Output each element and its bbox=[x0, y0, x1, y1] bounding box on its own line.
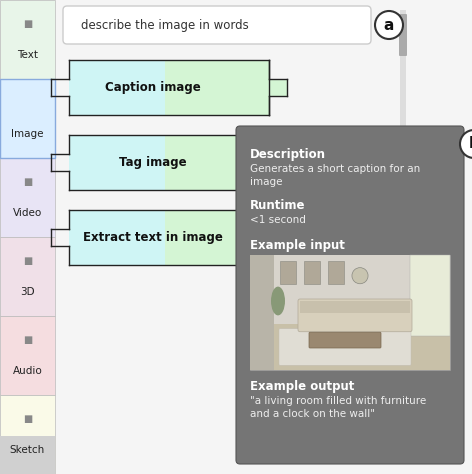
Circle shape bbox=[460, 130, 472, 158]
Text: ■: ■ bbox=[23, 255, 32, 266]
Bar bbox=[69, 135, 165, 190]
Text: Text: Text bbox=[17, 50, 38, 60]
Text: "a living room filled with furniture
and a clock on the wall": "a living room filled with furniture and… bbox=[250, 396, 426, 419]
FancyBboxPatch shape bbox=[399, 14, 407, 56]
FancyBboxPatch shape bbox=[63, 6, 371, 44]
Text: Sketch: Sketch bbox=[10, 445, 45, 456]
Text: Example input: Example input bbox=[250, 239, 345, 252]
Text: ■: ■ bbox=[23, 414, 32, 424]
Bar bbox=[250, 324, 450, 370]
Bar bbox=[0, 237, 55, 316]
Bar bbox=[0, 79, 55, 158]
FancyBboxPatch shape bbox=[279, 329, 411, 365]
FancyBboxPatch shape bbox=[250, 255, 450, 370]
Bar bbox=[0, 316, 55, 395]
Text: Description: Description bbox=[250, 148, 326, 161]
Bar bbox=[269, 154, 287, 171]
Text: Image: Image bbox=[11, 129, 44, 139]
FancyBboxPatch shape bbox=[309, 332, 381, 348]
Text: Generates a short caption for an
image: Generates a short caption for an image bbox=[250, 164, 420, 187]
Bar bbox=[69, 210, 165, 265]
Bar bbox=[400, 10, 406, 464]
Bar bbox=[250, 255, 274, 370]
Text: <1 second: <1 second bbox=[250, 215, 306, 225]
Ellipse shape bbox=[271, 287, 285, 315]
Circle shape bbox=[352, 268, 368, 284]
Text: Video: Video bbox=[13, 208, 42, 219]
Bar bbox=[410, 255, 450, 336]
Bar bbox=[69, 60, 165, 115]
Bar bbox=[165, 210, 269, 265]
Text: b: b bbox=[469, 137, 472, 152]
Bar bbox=[0, 0, 55, 79]
Bar bbox=[304, 261, 320, 284]
FancyBboxPatch shape bbox=[236, 126, 464, 464]
Bar bbox=[55, 0, 472, 474]
Bar bbox=[0, 158, 55, 237]
Bar bbox=[0, 79, 55, 158]
Text: describe the image in words: describe the image in words bbox=[81, 18, 249, 31]
Bar bbox=[0, 395, 55, 474]
Bar bbox=[165, 135, 269, 190]
Text: ☞: ☞ bbox=[258, 123, 270, 137]
Text: Image: Image bbox=[11, 129, 44, 139]
Text: Example output: Example output bbox=[250, 380, 354, 393]
Text: ■: ■ bbox=[23, 335, 32, 345]
FancyBboxPatch shape bbox=[298, 299, 412, 332]
Text: Tag image: Tag image bbox=[119, 156, 187, 169]
Bar bbox=[328, 261, 344, 284]
Text: 3D: 3D bbox=[20, 287, 35, 297]
Bar bbox=[250, 255, 450, 370]
Text: ■: ■ bbox=[23, 18, 32, 29]
Text: Extract text in image: Extract text in image bbox=[83, 231, 223, 244]
Text: ■: ■ bbox=[23, 98, 32, 108]
Bar bbox=[269, 79, 287, 96]
Text: Runtime: Runtime bbox=[250, 199, 305, 212]
Bar bbox=[269, 229, 287, 246]
Bar bbox=[165, 60, 269, 115]
Bar bbox=[300, 301, 410, 312]
Bar bbox=[0, 436, 55, 474]
Text: a: a bbox=[384, 18, 394, 33]
Bar bbox=[280, 261, 296, 284]
Circle shape bbox=[375, 11, 403, 39]
Text: ■: ■ bbox=[23, 177, 32, 187]
Text: Audio: Audio bbox=[13, 366, 42, 376]
Text: Caption image: Caption image bbox=[105, 81, 201, 94]
